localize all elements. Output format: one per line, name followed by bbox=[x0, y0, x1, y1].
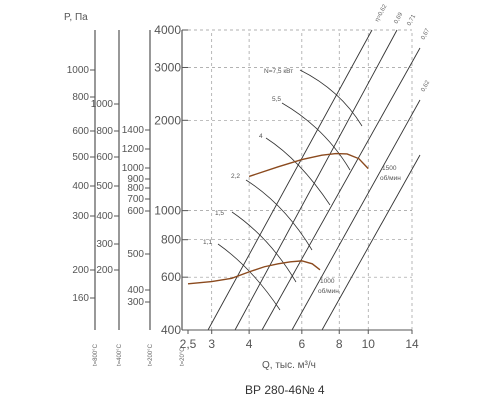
aux-tick-label: 500 bbox=[72, 152, 89, 163]
aux-tick-label: 700 bbox=[127, 194, 144, 205]
power-arc bbox=[299, 69, 363, 127]
aux-tick-label: 900 bbox=[127, 174, 144, 185]
efficiency-line bbox=[234, 29, 398, 331]
aux-tick-label: 1200 bbox=[122, 144, 145, 155]
power-arc bbox=[245, 179, 313, 251]
x-tick-label: 14 bbox=[405, 337, 419, 351]
power-label: N=7,5 кВт bbox=[264, 68, 293, 75]
efficiency-line bbox=[207, 29, 373, 331]
aux-tick-label: 300 bbox=[127, 297, 144, 308]
label-1500: 1500 bbox=[382, 165, 397, 172]
aux-tick-label: 600 bbox=[96, 152, 113, 163]
efficiency-line bbox=[261, 47, 421, 331]
aux-tick-label: 1000 bbox=[67, 65, 90, 76]
aux-tick-label: 400 bbox=[127, 285, 144, 296]
efficiency-label: 0,71 bbox=[406, 13, 417, 27]
aux-axis-20-label: t=20°C bbox=[180, 347, 186, 366]
label-1000: 1000 bbox=[320, 278, 335, 285]
efficiency-label: 0,67 bbox=[420, 27, 431, 41]
plot-area: 2,5 3 4 6 8 10 14 400 600 800 1000 2000 3000 4000 N=… bbox=[154, 3, 431, 397]
aux-tick-label: 500 bbox=[127, 249, 144, 260]
x-tick-label: 8 bbox=[336, 337, 343, 351]
aux-axis-800: P, Па 1000 800 600 500 400 300 200 160 t=800°C bbox=[64, 12, 99, 366]
aux-tick-label: 200 bbox=[96, 265, 113, 276]
xlabel: Q, тыс. м³/ч bbox=[262, 360, 316, 371]
power-label: 1,5 bbox=[215, 210, 224, 217]
aux-tick-label: 1000 bbox=[91, 99, 114, 110]
series-line-0 bbox=[248, 152, 369, 178]
aux-tick-label: 400 bbox=[72, 181, 89, 192]
aux-tick-label: 800 bbox=[96, 126, 113, 137]
efficiency-line bbox=[291, 99, 421, 331]
power-arc bbox=[231, 211, 297, 283]
x-tick-label: 10 bbox=[362, 337, 376, 351]
x-tick-label: 3 bbox=[208, 337, 215, 351]
x-tick-label: 6 bbox=[298, 337, 305, 351]
aux-axis-200-label: t=200°C bbox=[148, 343, 154, 366]
aux-tick-label: 1400 bbox=[122, 125, 145, 136]
aux-tick-label: 800 bbox=[127, 183, 144, 194]
aux-tick-label: 1000 bbox=[122, 163, 145, 174]
efficiency-label: 0,62 bbox=[420, 79, 431, 93]
power-label: 4 bbox=[259, 133, 263, 140]
aux-tick-label: 600 bbox=[72, 126, 89, 137]
aux-tick-label: 200 bbox=[72, 265, 89, 276]
y-tick-label: 1000 bbox=[154, 204, 181, 218]
ylabel: P, Па bbox=[64, 12, 88, 23]
y-tick-label: 2000 bbox=[154, 113, 181, 127]
aux-axis-800-label: t=800°C bbox=[93, 343, 99, 366]
label-1500-unit: об/мин bbox=[380, 174, 401, 182]
power-arc bbox=[281, 102, 351, 171]
power-label: 2,2 bbox=[231, 173, 240, 180]
series-line-1 bbox=[187, 260, 321, 285]
aux-axis-400: 1000 800 600 500 400 300 200 t=400°C bbox=[91, 30, 123, 366]
power-arc bbox=[217, 243, 281, 311]
aux-axis-20: t=20°C bbox=[180, 30, 186, 366]
power-arc bbox=[265, 137, 331, 206]
aux-axis-400-label: t=400°C bbox=[117, 343, 123, 366]
aux-tick-label: 300 bbox=[72, 211, 89, 222]
efficiency-label: η=0,62 bbox=[374, 3, 388, 23]
y-tick-label: 400 bbox=[161, 323, 181, 337]
aux-tick-label: 800 bbox=[72, 92, 89, 103]
y-tick-label: 3000 bbox=[154, 60, 181, 74]
efficiency-line bbox=[321, 154, 421, 331]
aux-tick-label: 600 bbox=[127, 206, 144, 217]
power-label: 1,1 bbox=[203, 239, 212, 246]
y-tick-label: 4000 bbox=[154, 23, 181, 37]
power-label: 5,5 bbox=[272, 96, 281, 103]
aux-tick-label: 500 bbox=[96, 181, 113, 192]
aux-tick-label: 160 bbox=[72, 293, 89, 304]
chart-title: ВР 280-46№ 4 bbox=[245, 383, 325, 397]
efficiency-label: 0,69 bbox=[393, 11, 404, 25]
x-tick-label: 4 bbox=[246, 337, 253, 351]
aux-tick-label: 300 bbox=[96, 239, 113, 250]
y-tick-label: 800 bbox=[161, 233, 181, 247]
y-tick-label: 600 bbox=[161, 270, 181, 284]
aux-tick-label: 400 bbox=[96, 211, 113, 222]
x-tick-label: 2,5 bbox=[180, 337, 197, 351]
label-1000-unit: об/мин bbox=[318, 287, 339, 295]
